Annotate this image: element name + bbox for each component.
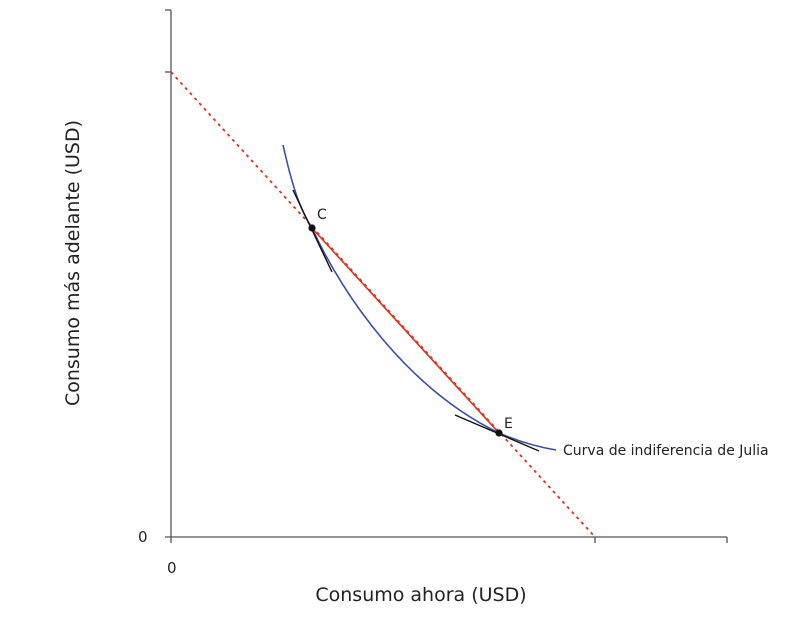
x-axis-title: Consumo ahora (USD) — [315, 584, 527, 606]
indifference-curve-label: Curva de indiferencia de Julia — [563, 443, 769, 459]
x-axis-zero-label: 0 — [167, 559, 177, 577]
budget-constraint-dashed — [170, 71, 596, 538]
axes — [165, 9, 728, 543]
y-axis-zero-label: 0 — [138, 528, 148, 546]
point-c-label: C — [317, 207, 327, 223]
point-c-marker — [308, 224, 316, 232]
y-axis-title: Consumo más adelante (USD) — [62, 119, 84, 407]
budget-segment-ce — [311, 227, 500, 434]
indifference-curve — [282, 144, 557, 451]
point-e-label: E — [504, 416, 513, 432]
point-e-marker — [495, 429, 503, 437]
